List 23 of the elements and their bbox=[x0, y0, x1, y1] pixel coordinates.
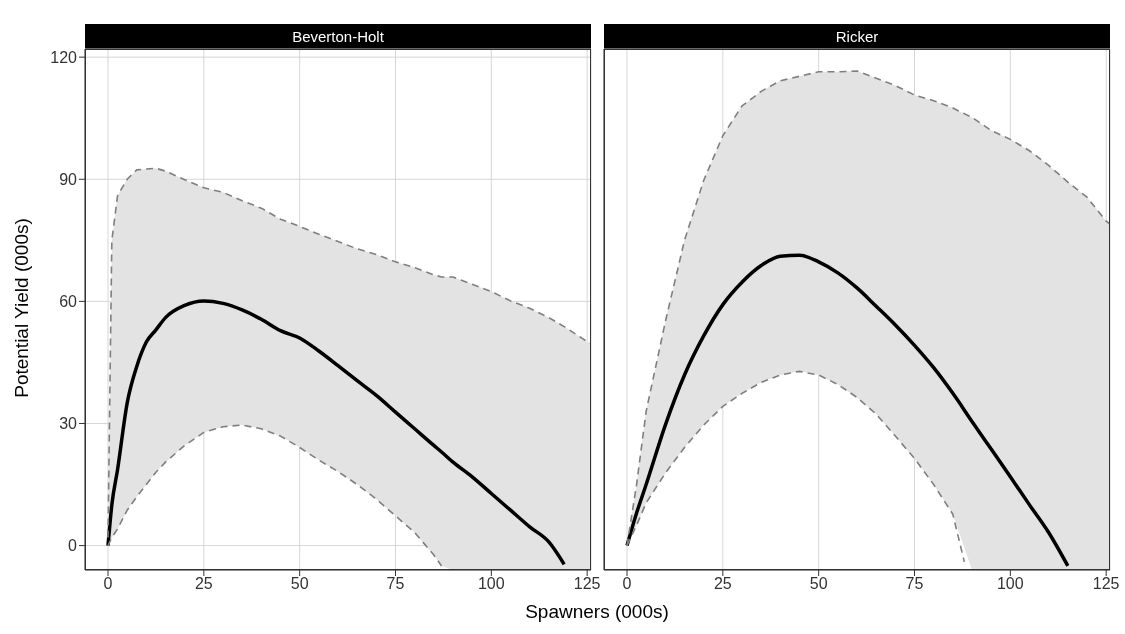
x-tick-label: 25 bbox=[713, 575, 732, 593]
x-tick-label: 75 bbox=[905, 575, 924, 593]
x-tick-label: 100 bbox=[996, 575, 1024, 593]
x-tick-label: 25 bbox=[194, 575, 213, 593]
x-tick-label: 50 bbox=[809, 575, 828, 593]
y-tick-label: 60 bbox=[59, 293, 78, 311]
x-tick-label: 75 bbox=[386, 575, 405, 593]
line-series bbox=[107, 424, 443, 567]
x-tick-label: 50 bbox=[290, 575, 309, 593]
y-tick-label: 90 bbox=[59, 170, 78, 188]
chart-title: Ricker bbox=[604, 24, 1110, 49]
x-tick-label: 0 bbox=[103, 575, 113, 593]
y-tick-label: 30 bbox=[59, 415, 78, 433]
x-tick-label: 125 bbox=[1092, 575, 1120, 593]
x-tick-label: 0 bbox=[622, 575, 632, 593]
chart-title: Beverton-Holt bbox=[85, 24, 591, 49]
x-tick-label: 100 bbox=[477, 575, 505, 593]
y-tick-label: 120 bbox=[50, 48, 78, 66]
line-series bbox=[106, 299, 566, 567]
y-tick-label: 0 bbox=[68, 537, 78, 555]
y-axis-title: Potential Yield (000s) bbox=[11, 218, 33, 398]
x-axis-title: Spawners (000s) bbox=[525, 601, 669, 623]
x-tick-label: 125 bbox=[573, 575, 601, 593]
